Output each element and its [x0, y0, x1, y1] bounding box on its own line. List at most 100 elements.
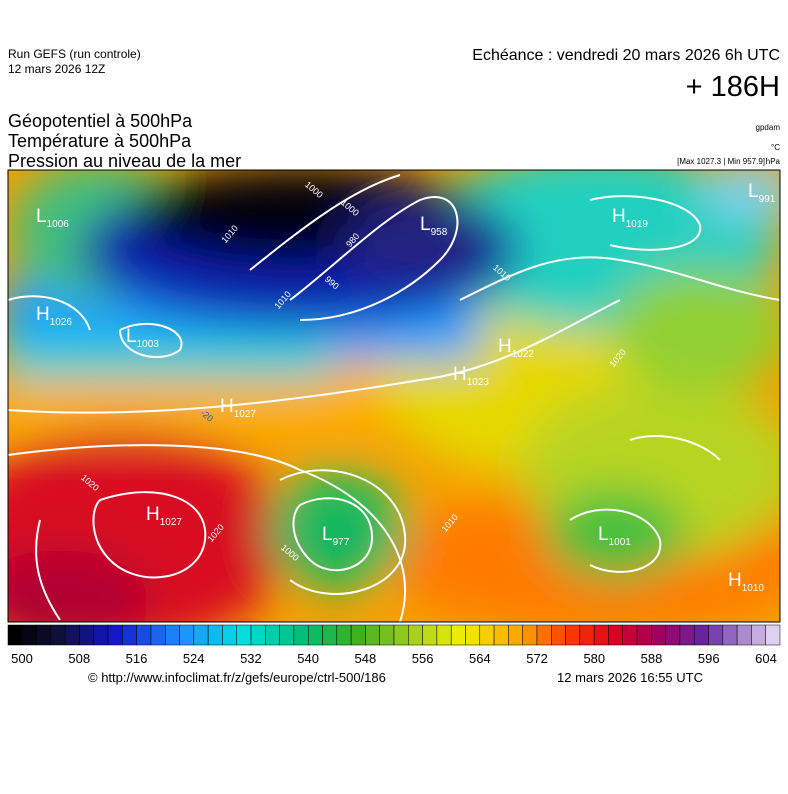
- run-label: Run GEFS (run controle): [8, 47, 141, 61]
- pressure-center: H1023: [453, 364, 489, 388]
- colorbar-cell: [36, 624, 52, 646]
- field: [8, 170, 780, 622]
- center-type: L: [36, 206, 47, 227]
- colorbar-tick-label: 564: [469, 651, 491, 666]
- colorbar-tick-label: 556: [412, 651, 434, 666]
- colorbar: 500 508 516 524 532 540 548 556 564 572 580 588 596 6…: [7, 624, 781, 666]
- center-type: L: [420, 214, 431, 235]
- colorbar-tick-label: 596: [698, 651, 720, 666]
- center-value: 977: [333, 537, 350, 548]
- colorbar-cell: [136, 624, 152, 646]
- colorbar-cell: [293, 624, 309, 646]
- colorbar-cell: [165, 624, 180, 646]
- center-value: 1001: [609, 537, 632, 548]
- colorbar-tick-label: 532: [240, 651, 262, 666]
- unit-pressure: hPa: [766, 157, 781, 166]
- pressure-center: L991: [748, 181, 776, 205]
- unit-temperature: °C: [771, 143, 780, 152]
- colorbar-cell: [665, 624, 681, 646]
- center-type: H: [36, 304, 50, 325]
- colorbar-tick-label: 572: [526, 651, 548, 666]
- pressure-center: L1006: [36, 206, 69, 230]
- footer-time: 12 mars 2026 16:55 UTC: [557, 670, 703, 685]
- colorbar-cell: [422, 624, 438, 646]
- pressure-center: H1010: [728, 570, 764, 594]
- colorbar-cell: [765, 624, 781, 646]
- colorbar-cell: [7, 624, 23, 646]
- colorbar-cell: [479, 624, 495, 646]
- colorbar-cell: [222, 624, 237, 646]
- colorbar-cell: [736, 624, 752, 646]
- center-type: H: [220, 396, 234, 417]
- colorbar-cell: [508, 624, 523, 646]
- center-type: H: [146, 504, 160, 525]
- colorbar-cell: [622, 624, 638, 646]
- colorbar-cell: [708, 624, 724, 646]
- colorbar-cell: [22, 624, 37, 646]
- pressure-center: H1022: [498, 336, 534, 360]
- colorbar-cell: [651, 624, 666, 646]
- center-type: H: [453, 364, 467, 385]
- colorbar-cell: [565, 624, 581, 646]
- colorbar-cell: [522, 624, 538, 646]
- colorbar-tick-label: 508: [68, 651, 90, 666]
- colorbar-tick-label: 516: [126, 651, 148, 666]
- center-type: L: [748, 181, 759, 202]
- isobars: [8, 174, 780, 622]
- colorbar-cell: [579, 624, 595, 646]
- center-type: L: [598, 524, 609, 545]
- pressure-center: L958: [420, 214, 448, 238]
- colorbar-cell: [450, 624, 466, 646]
- colorbar-cell: [64, 624, 80, 646]
- colorbar-cell: [593, 624, 609, 646]
- colorbar-cell: [379, 624, 395, 646]
- center-type: H: [498, 336, 512, 357]
- pressure-center: L1001: [598, 524, 631, 548]
- center-value: 1023: [467, 377, 490, 388]
- colorbar-tick-label: 540: [297, 651, 319, 666]
- colorbar-cell: [322, 624, 338, 646]
- colorbar-cell: [122, 624, 137, 646]
- colorbar-cell: [408, 624, 423, 646]
- center-type: H: [728, 570, 742, 591]
- colorbar-cell: [107, 624, 123, 646]
- colorbar-tick-label: 604: [755, 651, 777, 666]
- colorbar-cell: [751, 624, 766, 646]
- echeance: Echéance : vendredi 20 mars 2026 6h UTC: [472, 47, 780, 64]
- center-type: H: [612, 206, 626, 227]
- title-line: Pression au niveau de la mer: [8, 151, 241, 171]
- colorbar-cell: [193, 624, 209, 646]
- colorbar-cell: [393, 624, 409, 646]
- colorbar-cell: [436, 624, 452, 646]
- center-value: 1027: [160, 517, 183, 528]
- colorbar-tick-label: 580: [583, 651, 605, 666]
- colorbar-cell: [365, 624, 380, 646]
- map: 1000101010009809901010101010201020102010…: [8, 170, 780, 622]
- center-value: 1003: [137, 339, 160, 350]
- colorbar-cell: [536, 624, 552, 646]
- colorbar-cell: [722, 624, 738, 646]
- colorbar-cell: [350, 624, 366, 646]
- colorbar-cell: [279, 624, 295, 646]
- center-value: 1027: [234, 409, 257, 420]
- colorbar-cell: [608, 624, 623, 646]
- pressure-center: H1027: [146, 504, 182, 528]
- colorbar-tick-label: 548: [355, 651, 377, 666]
- colorbar-cell: [236, 624, 252, 646]
- center-value: 1006: [47, 219, 70, 230]
- colorbar-tick-label: 524: [183, 651, 205, 666]
- colorbar-tick-label: 588: [641, 651, 663, 666]
- center-value: 958: [431, 227, 448, 238]
- colorbar-cell: [693, 624, 709, 646]
- colorbar-cell: [336, 624, 352, 646]
- colorbar-cell: [250, 624, 266, 646]
- pressure-center: H1019: [612, 206, 648, 230]
- center-type: L: [322, 524, 333, 545]
- pressure-center: L1003: [126, 326, 159, 350]
- center-value: 1022: [512, 349, 535, 360]
- colorbar-cell: [493, 624, 509, 646]
- center-value: 1010: [742, 583, 765, 594]
- colorbar-cell: [636, 624, 652, 646]
- map-frame: [7, 169, 781, 623]
